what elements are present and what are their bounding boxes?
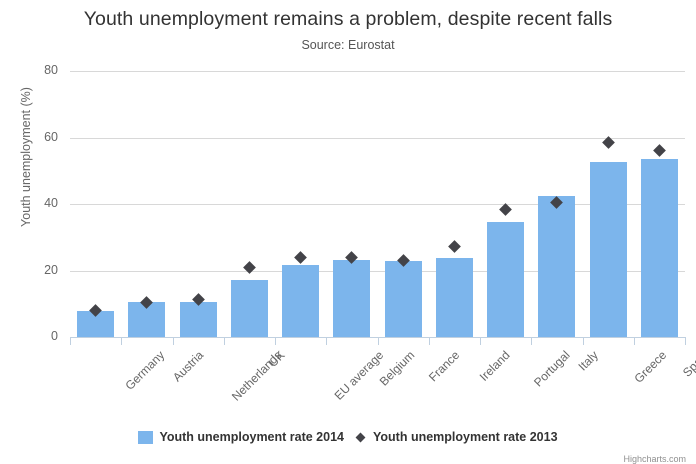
- x-tick: [634, 337, 635, 345]
- x-tick: [173, 337, 174, 345]
- x-axis-line: [70, 337, 685, 338]
- bar[interactable]: [590, 162, 627, 337]
- legend-label-2013: Youth unemployment rate 2013: [373, 430, 558, 444]
- bar[interactable]: [333, 259, 370, 337]
- x-tick-label: Germany: [122, 348, 167, 393]
- gridline: [70, 270, 685, 272]
- x-tick-label: Ireland: [477, 348, 513, 384]
- x-tick-label: Portugal: [530, 348, 573, 390]
- legend-item-2014[interactable]: Youth unemployment rate 2014: [138, 430, 344, 444]
- x-tick: [429, 337, 430, 345]
- gridline: [70, 137, 685, 139]
- gridline: [70, 71, 685, 72]
- bar[interactable]: [538, 195, 575, 337]
- x-tick-label: Greece: [631, 348, 670, 386]
- plot-area: [70, 71, 685, 337]
- x-tick-label: Austria: [169, 348, 207, 385]
- y-tick-label: 20: [44, 262, 58, 277]
- x-tick-label: Spain: [680, 348, 696, 380]
- x-tick: [583, 337, 584, 345]
- bar[interactable]: [231, 280, 268, 337]
- x-tick: [275, 337, 276, 345]
- x-tick: [70, 337, 71, 345]
- legend-item-2013[interactable]: Youth unemployment rate 2013: [354, 430, 558, 444]
- bar[interactable]: [385, 260, 422, 337]
- data-point-marker[interactable]: [499, 203, 512, 217]
- y-tick-label: 40: [44, 196, 58, 210]
- data-point-marker[interactable]: [243, 260, 256, 274]
- data-point-marker[interactable]: [653, 144, 666, 158]
- chart-subtitle: Source: Eurostat: [301, 38, 395, 52]
- legend-square-icon: [138, 430, 154, 444]
- y-axis-title: Youth unemployment (%): [19, 87, 33, 227]
- x-tick: [378, 337, 379, 345]
- chart-title: Youth unemployment remains a problem, de…: [83, 8, 613, 30]
- x-tick: [326, 337, 327, 345]
- bar[interactable]: [641, 159, 678, 337]
- x-tick: [480, 337, 481, 345]
- legend-diamond-icon: [355, 432, 366, 442]
- y-tick-label: 80: [44, 63, 58, 77]
- bar[interactable]: [282, 264, 319, 337]
- x-tick: [224, 337, 225, 345]
- chart-legend: Youth unemployment rate 2014 Youth unemp…: [0, 430, 696, 444]
- bar[interactable]: [180, 302, 217, 337]
- x-tick: [531, 337, 532, 345]
- credits-label[interactable]: Highcharts.com: [623, 454, 686, 464]
- legend-label-2014: Youth unemployment rate 2014: [159, 430, 344, 444]
- x-tick: [685, 337, 686, 345]
- data-point-marker[interactable]: [294, 250, 307, 264]
- y-tick-label: 0: [51, 329, 58, 343]
- x-tick-label: EU average: [331, 348, 386, 403]
- y-tick-label: 60: [44, 129, 58, 144]
- x-tick-label: France: [426, 348, 463, 385]
- x-tick-label: Italy: [575, 348, 601, 374]
- data-point-marker[interactable]: [448, 239, 461, 253]
- bar[interactable]: [436, 257, 473, 337]
- x-tick: [121, 337, 122, 345]
- gridline: [70, 204, 685, 205]
- bar[interactable]: [487, 221, 524, 337]
